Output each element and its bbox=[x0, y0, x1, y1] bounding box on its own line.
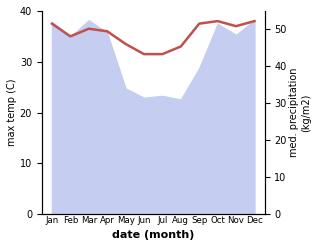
Y-axis label: med. precipitation
(kg/m2): med. precipitation (kg/m2) bbox=[289, 68, 311, 157]
X-axis label: date (month): date (month) bbox=[112, 230, 194, 240]
Y-axis label: max temp (C): max temp (C) bbox=[7, 79, 17, 146]
